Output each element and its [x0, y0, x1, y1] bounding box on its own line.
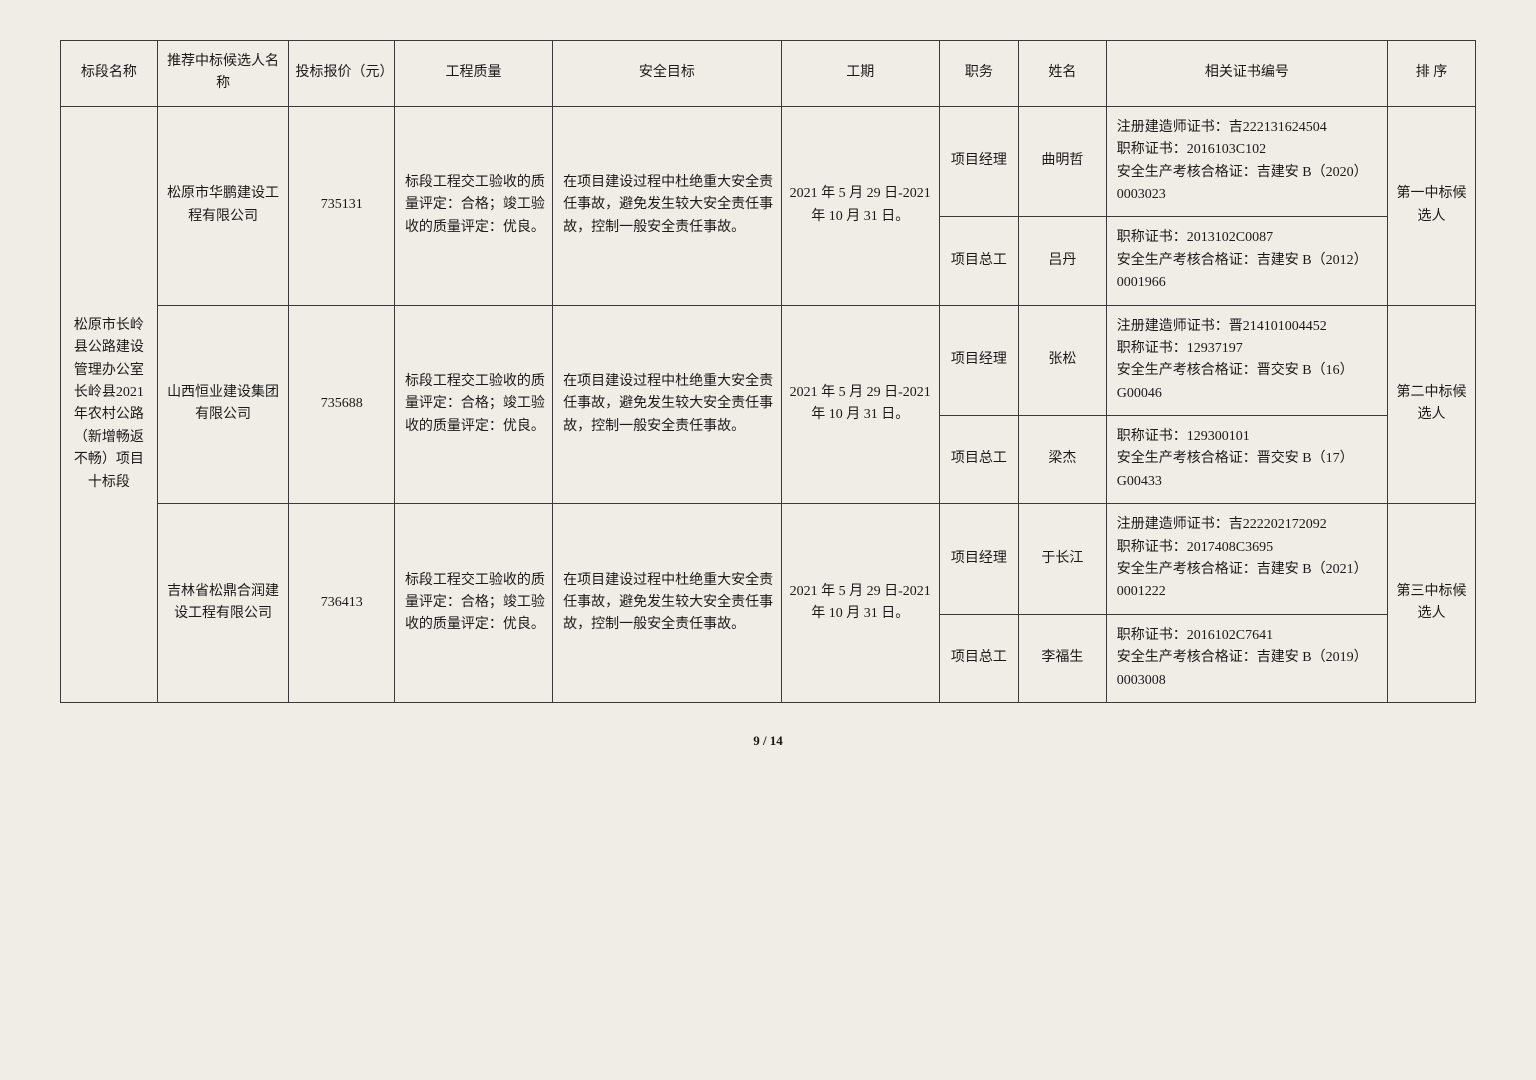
cell-role: 项目经理 — [939, 504, 1018, 615]
cell-person: 吕丹 — [1018, 217, 1106, 305]
cell-company: 吉林省松鼎合润建设工程有限公司 — [157, 504, 289, 703]
cell-section: 松原市长岭县公路建设管理办公室长岭县2021年农村公路（新增畅返不畅）项目十标段 — [61, 106, 158, 702]
cell-cert: 注册建造师证书：晋214101004452职称证书：12937197安全生产考核… — [1106, 305, 1387, 416]
cell-safety: 在项目建设过程中杜绝重大安全责任事故，避免发生较大安全责任事故，控制一般安全责任… — [553, 504, 782, 703]
cell-company: 山西恒业建设集团有限公司 — [157, 305, 289, 504]
header-price: 投标报价（元） — [289, 41, 394, 107]
cell-cert: 职称证书：2013102C0087安全生产考核合格证：吉建安 B（2012）00… — [1106, 217, 1387, 305]
header-safety: 安全目标 — [553, 41, 782, 107]
table-row: 松原市长岭县公路建设管理办公室长岭县2021年农村公路（新增畅返不畅）项目十标段… — [61, 106, 1476, 217]
cell-quality: 标段工程交工验收的质量评定：合格；竣工验收的质量评定：优良。 — [394, 504, 552, 703]
page-number: 9 / 14 — [60, 733, 1476, 749]
cell-role: 项目经理 — [939, 305, 1018, 416]
header-rank: 排 序 — [1388, 41, 1476, 107]
cell-price: 735688 — [289, 305, 394, 504]
header-row: 标段名称 推荐中标候选人名称 投标报价（元） 工程质量 安全目标 工期 职务 姓… — [61, 41, 1476, 107]
header-role: 职务 — [939, 41, 1018, 107]
header-quality: 工程质量 — [394, 41, 552, 107]
header-name: 姓名 — [1018, 41, 1106, 107]
cell-quality: 标段工程交工验收的质量评定：合格；竣工验收的质量评定：优良。 — [394, 305, 552, 504]
header-candidate: 推荐中标候选人名称 — [157, 41, 289, 107]
cell-person: 梁杰 — [1018, 416, 1106, 504]
bidding-table: 标段名称 推荐中标候选人名称 投标报价（元） 工程质量 安全目标 工期 职务 姓… — [60, 40, 1476, 703]
cell-safety: 在项目建设过程中杜绝重大安全责任事故，避免发生较大安全责任事故，控制一般安全责任… — [553, 305, 782, 504]
header-period: 工期 — [781, 41, 939, 107]
cell-person: 张松 — [1018, 305, 1106, 416]
cell-quality: 标段工程交工验收的质量评定：合格；竣工验收的质量评定：优良。 — [394, 106, 552, 305]
table-body: 松原市长岭县公路建设管理办公室长岭县2021年农村公路（新增畅返不畅）项目十标段… — [61, 106, 1476, 702]
cell-role: 项目总工 — [939, 416, 1018, 504]
cell-period: 2021 年 5 月 29 日-2021 年 10 月 31 日。 — [781, 504, 939, 703]
cell-rank: 第一中标候选人 — [1388, 106, 1476, 305]
cell-period: 2021 年 5 月 29 日-2021 年 10 月 31 日。 — [781, 106, 939, 305]
cell-cert: 职称证书：2016102C7641安全生产考核合格证：吉建安 B（2019）00… — [1106, 614, 1387, 702]
cell-price: 735131 — [289, 106, 394, 305]
cell-person: 李福生 — [1018, 614, 1106, 702]
header-cert: 相关证书编号 — [1106, 41, 1387, 107]
cell-person: 曲明哲 — [1018, 106, 1106, 217]
table-row: 山西恒业建设集团有限公司 735688 标段工程交工验收的质量评定：合格；竣工验… — [61, 305, 1476, 416]
cell-price: 736413 — [289, 504, 394, 703]
cell-period: 2021 年 5 月 29 日-2021 年 10 月 31 日。 — [781, 305, 939, 504]
cell-rank: 第三中标候选人 — [1388, 504, 1476, 703]
table-row: 吉林省松鼎合润建设工程有限公司 736413 标段工程交工验收的质量评定：合格；… — [61, 504, 1476, 615]
cell-person: 于长江 — [1018, 504, 1106, 615]
cell-cert: 职称证书：129300101安全生产考核合格证：晋交安 B（17）G00433 — [1106, 416, 1387, 504]
cell-safety: 在项目建设过程中杜绝重大安全责任事故，避免发生较大安全责任事故，控制一般安全责任… — [553, 106, 782, 305]
cell-role: 项目经理 — [939, 106, 1018, 217]
cell-company: 松原市华鹏建设工程有限公司 — [157, 106, 289, 305]
header-section: 标段名称 — [61, 41, 158, 107]
cell-cert: 注册建造师证书：吉222131624504职称证书：2016103C102安全生… — [1106, 106, 1387, 217]
cell-role: 项目总工 — [939, 217, 1018, 305]
cell-role: 项目总工 — [939, 614, 1018, 702]
cell-cert: 注册建造师证书：吉222202172092职称证书：2017408C3695安全… — [1106, 504, 1387, 615]
cell-rank: 第二中标候选人 — [1388, 305, 1476, 504]
